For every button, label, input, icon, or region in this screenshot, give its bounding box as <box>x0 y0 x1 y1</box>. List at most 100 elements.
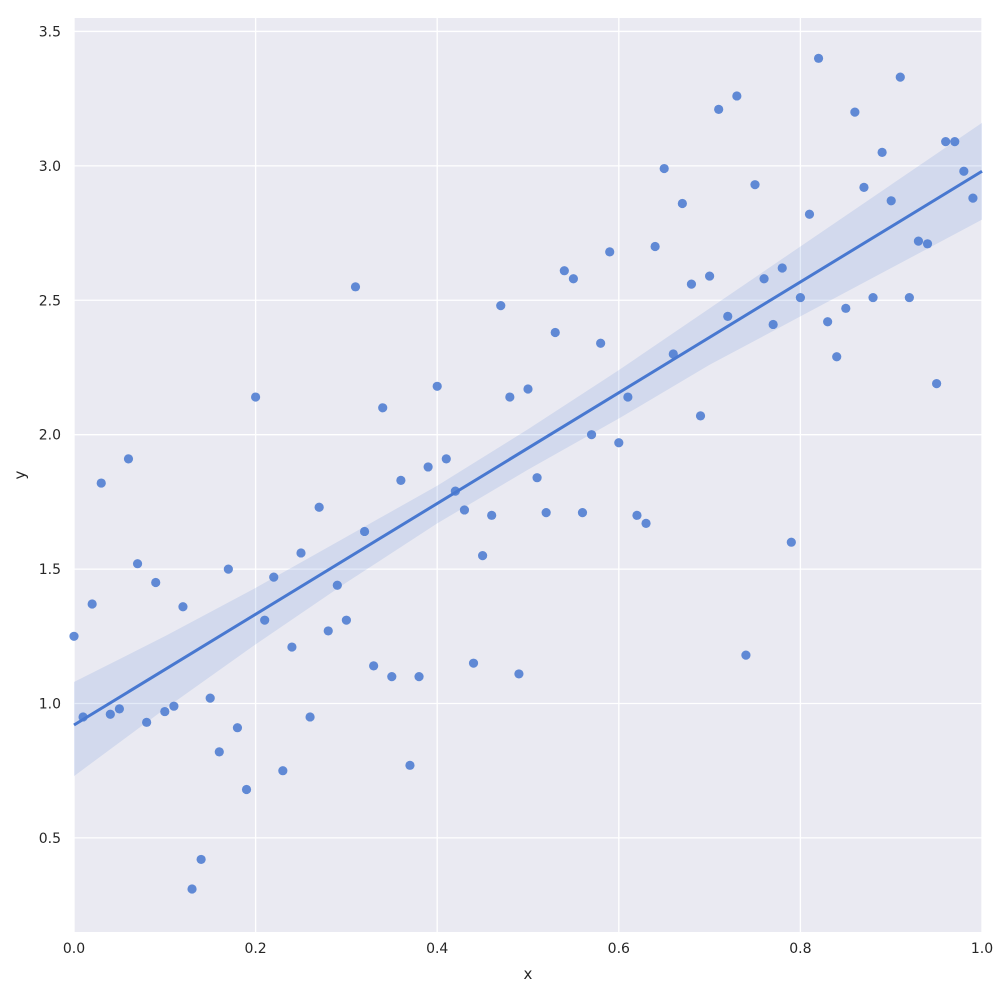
data-point <box>305 712 315 722</box>
data-point <box>541 508 551 518</box>
data-point <box>296 548 306 558</box>
data-point <box>795 292 806 303</box>
data-point <box>813 53 824 63</box>
data-point <box>596 338 606 348</box>
data-point <box>151 577 161 588</box>
data-point <box>314 502 324 512</box>
x-tick-label: 0.2 <box>244 941 266 957</box>
data-point <box>332 580 342 590</box>
data-point <box>387 672 397 682</box>
data-point <box>922 239 933 249</box>
regression-line <box>73 169 983 727</box>
data-point <box>832 352 842 362</box>
data-point <box>187 884 197 894</box>
data-point <box>69 631 79 641</box>
data-point <box>786 537 796 547</box>
data-point <box>913 236 924 246</box>
data-point <box>550 327 560 338</box>
data-point <box>142 717 152 727</box>
data-point <box>505 392 515 402</box>
data-point <box>777 263 787 273</box>
grid <box>73 18 983 932</box>
data-point <box>668 349 678 359</box>
x-tick-label: 1.0 <box>971 941 993 957</box>
data-point <box>496 301 506 311</box>
data-point <box>287 642 297 652</box>
data-point <box>260 615 270 625</box>
data-point <box>904 292 914 303</box>
data-point <box>568 274 579 284</box>
data-point <box>323 626 333 636</box>
data-point <box>251 392 261 402</box>
data-point <box>686 279 697 289</box>
data-points <box>69 53 978 894</box>
data-point <box>859 182 869 192</box>
data-point <box>396 475 406 485</box>
data-point <box>114 704 124 714</box>
data-point <box>423 462 433 472</box>
data-point <box>623 392 633 402</box>
data-point <box>586 430 597 440</box>
data-point <box>105 709 115 719</box>
data-point <box>768 319 778 330</box>
x-axis-label: x <box>524 965 533 983</box>
data-point <box>559 266 569 276</box>
y-tick-labels: 0.5 1.0 1.5 2.0 2.5 3.0 3.5 <box>39 24 61 846</box>
data-point <box>641 518 651 528</box>
data-point <box>732 91 742 101</box>
data-point <box>196 854 206 865</box>
data-point <box>205 693 215 703</box>
data-point <box>269 572 279 582</box>
data-point <box>350 282 361 292</box>
data-point <box>750 180 760 190</box>
data-point <box>123 454 134 464</box>
data-point <box>468 658 479 668</box>
data-point <box>605 247 615 257</box>
x-tick-label: 0.8 <box>789 941 811 957</box>
data-point <box>223 564 233 574</box>
data-point <box>823 317 833 327</box>
data-point <box>432 381 442 391</box>
data-point <box>714 104 724 114</box>
data-point <box>659 163 669 174</box>
data-point <box>178 602 188 612</box>
data-point <box>523 384 533 394</box>
data-point <box>169 701 179 711</box>
data-point <box>577 508 588 518</box>
data-point <box>877 147 887 158</box>
data-point <box>614 438 624 448</box>
y-tick-label: 3.5 <box>39 24 61 40</box>
x-tick-label: 0.6 <box>608 941 630 957</box>
data-point <box>886 196 896 206</box>
data-point <box>959 166 969 176</box>
data-point <box>950 137 960 147</box>
data-point <box>405 760 415 770</box>
data-point <box>96 478 106 488</box>
x-tick-label: 0.0 <box>63 941 85 957</box>
data-point <box>478 551 488 561</box>
y-tick-label: 2.5 <box>39 293 61 309</box>
data-point <box>378 403 388 413</box>
data-point <box>932 379 942 389</box>
data-point <box>941 137 951 147</box>
data-point <box>132 559 143 569</box>
data-point <box>677 198 687 209</box>
data-point <box>741 650 751 660</box>
plot-background <box>74 18 982 932</box>
y-tick-label: 1.5 <box>39 562 61 578</box>
data-point <box>850 107 860 117</box>
data-point <box>841 303 851 313</box>
y-tick-label: 1.0 <box>39 697 61 713</box>
data-point <box>341 615 351 625</box>
data-point <box>441 454 451 464</box>
y-tick-label: 2.0 <box>39 428 61 444</box>
data-point <box>487 510 497 520</box>
data-point <box>532 473 542 483</box>
data-point <box>759 274 769 284</box>
data-point <box>895 72 905 82</box>
data-point <box>804 209 815 219</box>
data-point <box>695 411 706 421</box>
y-tick-label: 3.0 <box>39 159 61 175</box>
y-axis-label: y <box>11 470 29 479</box>
